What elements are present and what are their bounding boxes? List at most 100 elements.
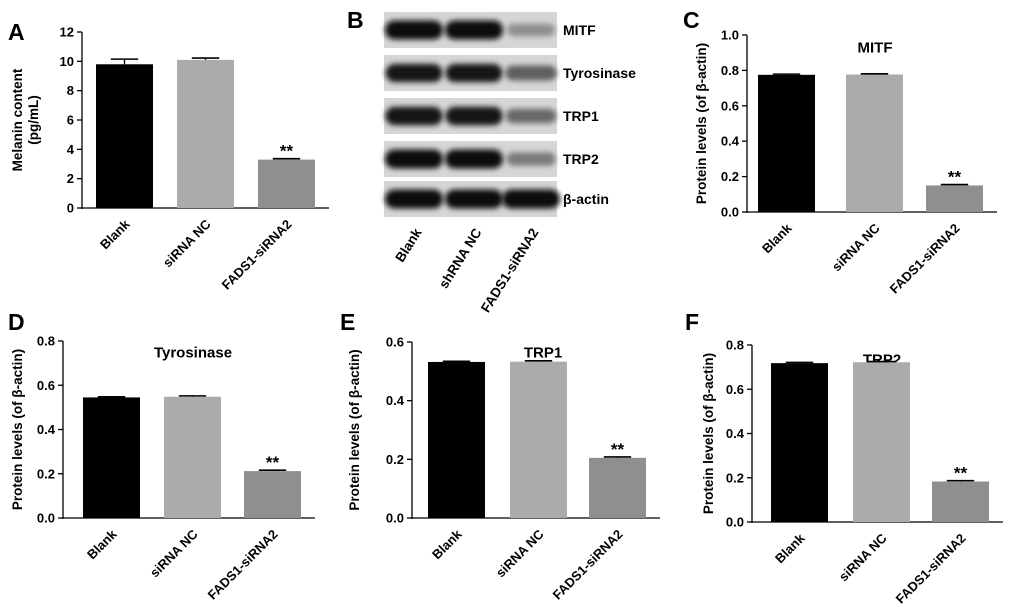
bar bbox=[96, 64, 153, 209]
bar bbox=[932, 481, 989, 522]
y-tick-label: 0.4 bbox=[726, 426, 745, 441]
blot-band bbox=[505, 65, 557, 81]
bar bbox=[846, 74, 903, 212]
panel-label-e: E bbox=[340, 309, 355, 335]
bar bbox=[510, 361, 567, 518]
blot-band bbox=[445, 106, 503, 126]
y-tick-label: 10 bbox=[60, 54, 74, 69]
bar bbox=[758, 74, 815, 212]
bar bbox=[853, 362, 910, 522]
chart-title: TRP1 bbox=[524, 344, 562, 361]
y-tick-label: 0.0 bbox=[726, 515, 744, 530]
bar bbox=[164, 396, 221, 518]
y-tick-label: 0.8 bbox=[726, 338, 744, 353]
significance-marker: ** bbox=[611, 440, 625, 459]
x-category-label: FADS1-siRNA2 bbox=[550, 527, 626, 603]
bar bbox=[428, 361, 485, 518]
chart-panel-d: Tyrosinase 0.0 0.2 0.4 0.6 0.8 Protein levels … bbox=[10, 334, 315, 603]
x-category-label: FADS1-siRNA2 bbox=[893, 531, 969, 607]
y-tick-label: 0.0 bbox=[37, 511, 55, 526]
y-tick-label: 0.8 bbox=[37, 334, 55, 349]
x-category-label: siRNA NC bbox=[493, 526, 547, 580]
blot-lane-label: FADS1-siRNA2 bbox=[478, 226, 542, 315]
panel-label-a: A bbox=[8, 19, 25, 45]
blot-band bbox=[445, 149, 503, 169]
blot-lane-label: shRNA NC bbox=[436, 225, 485, 291]
chart-panel-c: MITF 0.0 0.2 0.4 0.6 0.8 1.0 Protein levels (of… bbox=[694, 28, 997, 297]
bar bbox=[589, 457, 646, 518]
y-axis-label: Protein levels (of β-actin) bbox=[694, 43, 709, 204]
panel-label-c: C bbox=[683, 7, 700, 33]
significance-marker: ** bbox=[280, 142, 294, 161]
western-blot-panel: MITF Tyrosinase TRP1 TRP2 β-actin Blank shRNA … bbox=[384, 12, 636, 315]
y-tick-label: 0.2 bbox=[721, 169, 739, 184]
y-axis-label: Protein levels (of β-actin) bbox=[701, 353, 716, 514]
x-category-label: FADS1-siRNA2 bbox=[205, 527, 281, 603]
blot-band bbox=[385, 149, 443, 169]
significance-marker: ** bbox=[266, 453, 280, 472]
chart-title: Tyrosinase bbox=[154, 344, 232, 361]
chart-panel-a: 0 2 4 6 8 10 12 Melanin content (pg/mL) Blank siRN… bbox=[10, 25, 329, 293]
bar bbox=[83, 397, 140, 518]
y-tick-label: 0.6 bbox=[726, 382, 744, 397]
blot-band bbox=[385, 20, 443, 40]
blot-band-label: TRP1 bbox=[563, 108, 599, 124]
y-axis-label: Protein levels (of β-actin) bbox=[347, 349, 362, 510]
bar bbox=[771, 363, 828, 522]
blot-band bbox=[445, 63, 503, 83]
y-tick-label: 0.4 bbox=[37, 422, 56, 437]
y-tick-label: 0.2 bbox=[726, 470, 744, 485]
x-category-label: Blank bbox=[84, 526, 120, 562]
panel-label-b: B bbox=[347, 7, 364, 33]
blot-band bbox=[385, 189, 443, 209]
panel-label-f: F bbox=[685, 309, 699, 335]
y-tick-label: 0 bbox=[67, 201, 74, 216]
blot-band bbox=[385, 63, 443, 83]
blot-band bbox=[385, 106, 443, 126]
y-tick-label: 0.6 bbox=[721, 98, 739, 113]
blot-band bbox=[505, 108, 557, 124]
chart-panel-e: TRP1 0.0 0.2 0.4 0.6 Protein levels (of β-act… bbox=[347, 335, 660, 603]
x-category-label: FADS1-siRNA2 bbox=[219, 217, 295, 293]
y-tick-label: 0.8 bbox=[721, 63, 739, 78]
y-tick-label: 8 bbox=[67, 83, 74, 98]
blot-band bbox=[502, 189, 560, 209]
y-tick-label: 0.2 bbox=[37, 466, 55, 481]
bar bbox=[926, 185, 983, 212]
x-category-label: siRNA NC bbox=[836, 530, 890, 584]
y-tick-label: 1.0 bbox=[721, 28, 739, 43]
y-tick-label: 12 bbox=[60, 25, 74, 40]
x-category-label: Blank bbox=[97, 216, 133, 252]
blot-band-label: TRP2 bbox=[563, 151, 599, 167]
y-tick-label: 0.4 bbox=[386, 393, 405, 408]
x-category-label: Blank bbox=[772, 530, 808, 566]
x-category-label: Blank bbox=[429, 526, 465, 562]
y-tick-label: 0.0 bbox=[386, 511, 404, 526]
x-category-label: siRNA NC bbox=[829, 220, 883, 274]
blot-band bbox=[445, 20, 503, 40]
y-tick-label: 2 bbox=[67, 171, 74, 186]
y-axis-label: (pg/mL) bbox=[26, 95, 41, 145]
x-category-label: FADS1-siRNA2 bbox=[887, 221, 963, 297]
significance-marker: ** bbox=[954, 464, 968, 483]
blot-band-label: β-actin bbox=[563, 191, 609, 207]
bar bbox=[244, 471, 301, 518]
blot-lane-label: Blank bbox=[392, 225, 424, 265]
blot-band-label: MITF bbox=[563, 22, 596, 38]
blot-band bbox=[507, 23, 555, 37]
x-category-label: siRNA NC bbox=[147, 526, 201, 580]
y-tick-label: 0.6 bbox=[37, 378, 55, 393]
x-category-label: siRNA NC bbox=[160, 216, 214, 270]
panel-label-d: D bbox=[8, 309, 25, 335]
bar bbox=[258, 159, 315, 208]
blot-band-label: Tyrosinase bbox=[563, 65, 636, 81]
y-tick-label: 0.2 bbox=[386, 452, 404, 467]
blot-band bbox=[506, 152, 556, 166]
chart-title: MITF bbox=[858, 39, 893, 56]
x-category-label: Blank bbox=[759, 220, 795, 256]
significance-marker: ** bbox=[948, 168, 962, 187]
blot-band bbox=[445, 189, 503, 209]
y-tick-label: 6 bbox=[67, 113, 74, 128]
